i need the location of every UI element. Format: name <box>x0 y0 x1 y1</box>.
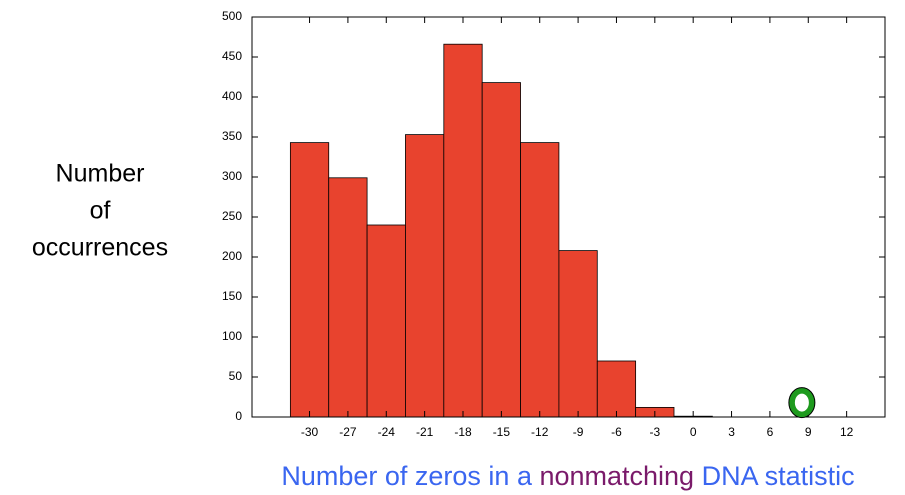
x-tick-label: -15 <box>493 425 511 439</box>
x-tick-label: -9 <box>573 425 584 439</box>
bar <box>405 134 445 418</box>
bar <box>328 177 368 418</box>
y-tick-label: 0 <box>235 409 242 423</box>
bar <box>481 82 521 418</box>
x-tick-label: 6 <box>767 425 774 439</box>
bar <box>366 224 406 418</box>
y-tick-label: 500 <box>222 9 242 23</box>
x-tick-label: -24 <box>378 425 396 439</box>
bar <box>558 250 598 418</box>
x-axis-label-part: nonmatching <box>539 461 694 491</box>
y-tick-label: 250 <box>222 209 242 223</box>
y-tick-label: 300 <box>222 169 242 183</box>
bar <box>289 142 330 418</box>
y-tick-label: 200 <box>222 249 242 263</box>
x-tick-label: -30 <box>301 425 319 439</box>
x-tick-label: -21 <box>416 425 434 439</box>
y-tick-label: 150 <box>222 289 242 303</box>
y-axis-label: occurrences <box>32 234 168 262</box>
x-axis-label-part: Number of zeros in a <box>281 461 539 491</box>
bar <box>596 360 637 418</box>
y-tick-label: 450 <box>222 49 242 63</box>
y-tick-label: 350 <box>222 129 242 143</box>
x-tick-label: -12 <box>531 425 549 439</box>
x-axis-label-part: DNA statistic <box>694 461 855 491</box>
x-tick-label: -6 <box>611 425 622 439</box>
x-tick-label: 3 <box>728 425 735 439</box>
y-axis-label: Number <box>56 160 145 188</box>
y-axis-label: of <box>90 197 111 225</box>
x-axis-label: Number of zeros in a nonmatching DNA sta… <box>281 461 854 491</box>
bar <box>520 142 560 418</box>
x-tick-label: 9 <box>805 425 812 439</box>
marker-outline <box>788 387 816 419</box>
x-tick-label: 12 <box>840 425 854 439</box>
x-tick-label: -18 <box>454 425 472 439</box>
x-tick-label: 0 <box>690 425 697 439</box>
y-tick-label: 50 <box>229 369 243 383</box>
y-tick-label: 400 <box>222 89 242 103</box>
x-tick-label: -3 <box>649 425 660 439</box>
marker <box>788 387 815 418</box>
x-tick-label: -27 <box>339 425 357 439</box>
bar <box>443 43 483 418</box>
y-tick-label: 100 <box>222 329 242 343</box>
